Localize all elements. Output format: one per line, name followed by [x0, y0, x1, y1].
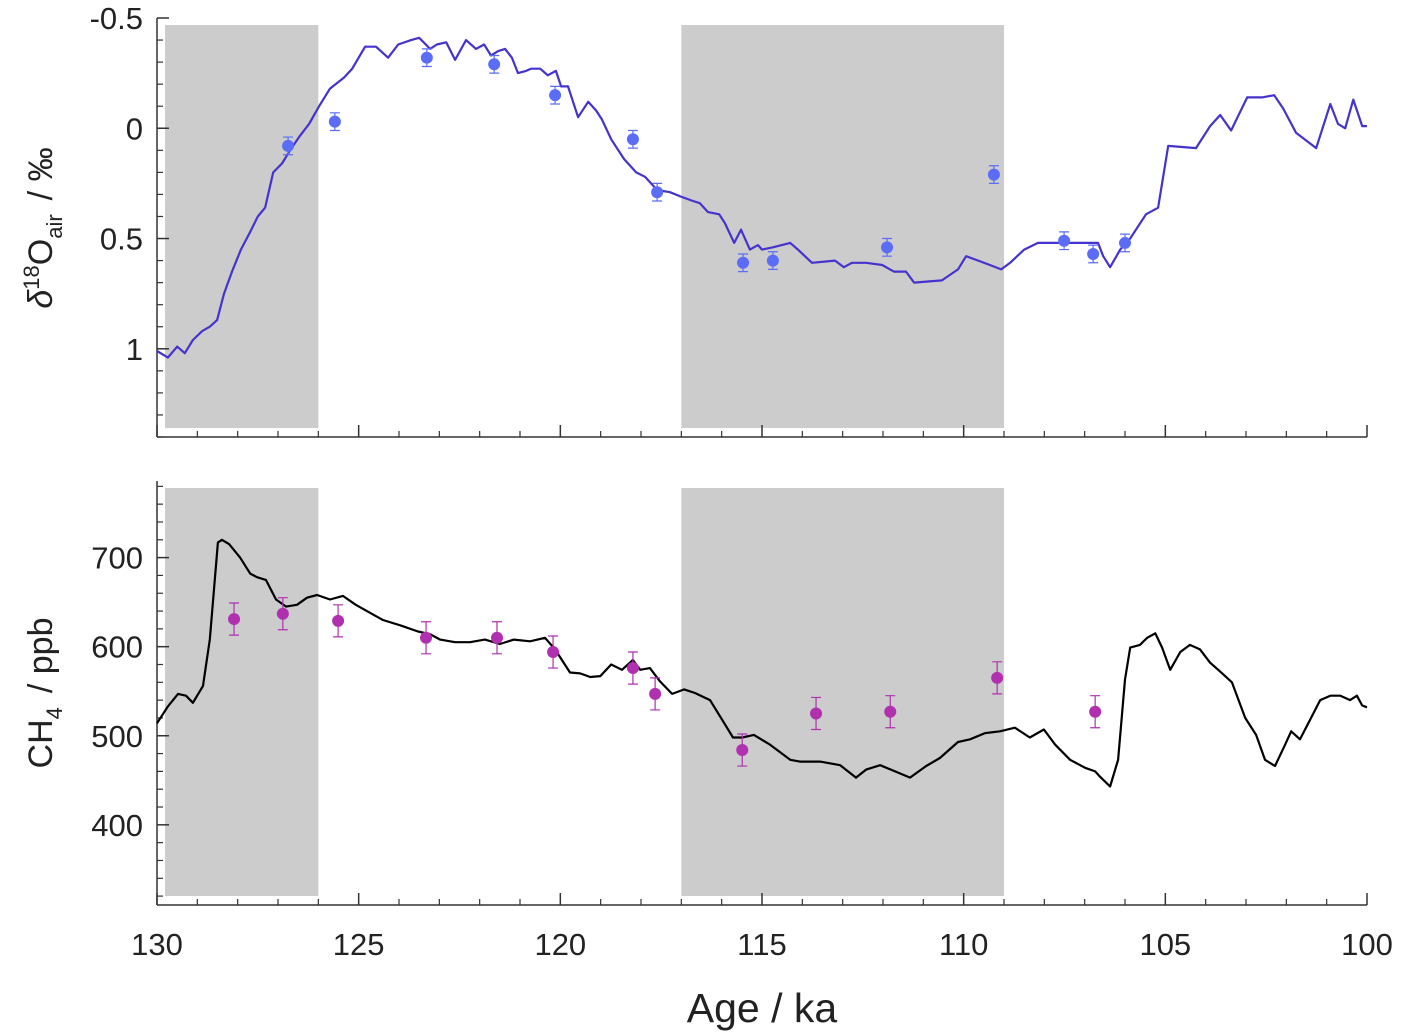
- y-label-sub: 4: [42, 707, 67, 719]
- data-point: [1119, 236, 1131, 249]
- data-point: [1089, 705, 1102, 718]
- y-tick-label: 0: [126, 111, 143, 146]
- data-point: [547, 646, 560, 659]
- data-point: [1058, 234, 1071, 247]
- data-point: [626, 133, 639, 146]
- data-point: [881, 241, 894, 254]
- data-line: [156, 538, 1368, 788]
- y-tick-label: 700: [91, 541, 143, 576]
- y-label-base: O: [22, 239, 60, 265]
- data-point: [649, 687, 662, 700]
- x-axis-label: Age / ka: [687, 985, 838, 1031]
- data-point: [328, 115, 341, 128]
- y-label-sub: air: [42, 214, 67, 238]
- x-tick-label: 105: [1139, 927, 1191, 962]
- y-axis-label: CH4 / ppb: [22, 618, 67, 769]
- data-point: [282, 139, 295, 152]
- y-tick-label: 1: [126, 332, 143, 367]
- data-point: [491, 631, 504, 644]
- data-point: [626, 662, 639, 675]
- data-point: [488, 58, 501, 71]
- x-tick-label: 115: [737, 927, 786, 962]
- y-label-unit: / ppb: [22, 618, 60, 694]
- data-point: [420, 631, 433, 644]
- data-point: [651, 186, 664, 199]
- y-tick-label: 0.5: [100, 222, 143, 257]
- data-point: [228, 613, 241, 626]
- data-point: [810, 707, 823, 720]
- data-point: [276, 607, 289, 620]
- data-line: [156, 36, 1367, 359]
- y-label-symbol: δ: [22, 289, 60, 309]
- x-tick-label: 125: [333, 927, 385, 962]
- data-point: [549, 89, 562, 102]
- data-point: [884, 705, 897, 718]
- data-point: [1087, 247, 1100, 260]
- data-point: [987, 168, 1000, 181]
- y-axis-label: δ18Oair / ‰: [19, 147, 67, 308]
- y-tick-label: 500: [91, 719, 143, 754]
- x-tick-label: 130: [131, 927, 183, 962]
- data-point: [991, 671, 1004, 684]
- data-point: [736, 744, 749, 757]
- x-tick-label: 110: [939, 927, 988, 962]
- y-label-sup: 18: [19, 265, 44, 289]
- shaded-region: [165, 488, 319, 896]
- data-point: [737, 256, 750, 269]
- y-label-unit: / ‰: [22, 147, 60, 200]
- data-point: [420, 51, 433, 64]
- x-tick-label: 100: [1341, 927, 1393, 962]
- x-tick-label: 120: [534, 927, 586, 962]
- data-point: [332, 614, 345, 627]
- y-tick-label: 400: [91, 808, 143, 843]
- shaded-region: [165, 25, 319, 428]
- y-tick-label: -0.5: [90, 1, 143, 36]
- y-tick-label: 600: [91, 630, 143, 665]
- shaded-region: [681, 25, 1004, 428]
- y-label-base: CH: [22, 719, 60, 768]
- shaded-region: [681, 488, 1004, 896]
- data-point: [766, 254, 779, 267]
